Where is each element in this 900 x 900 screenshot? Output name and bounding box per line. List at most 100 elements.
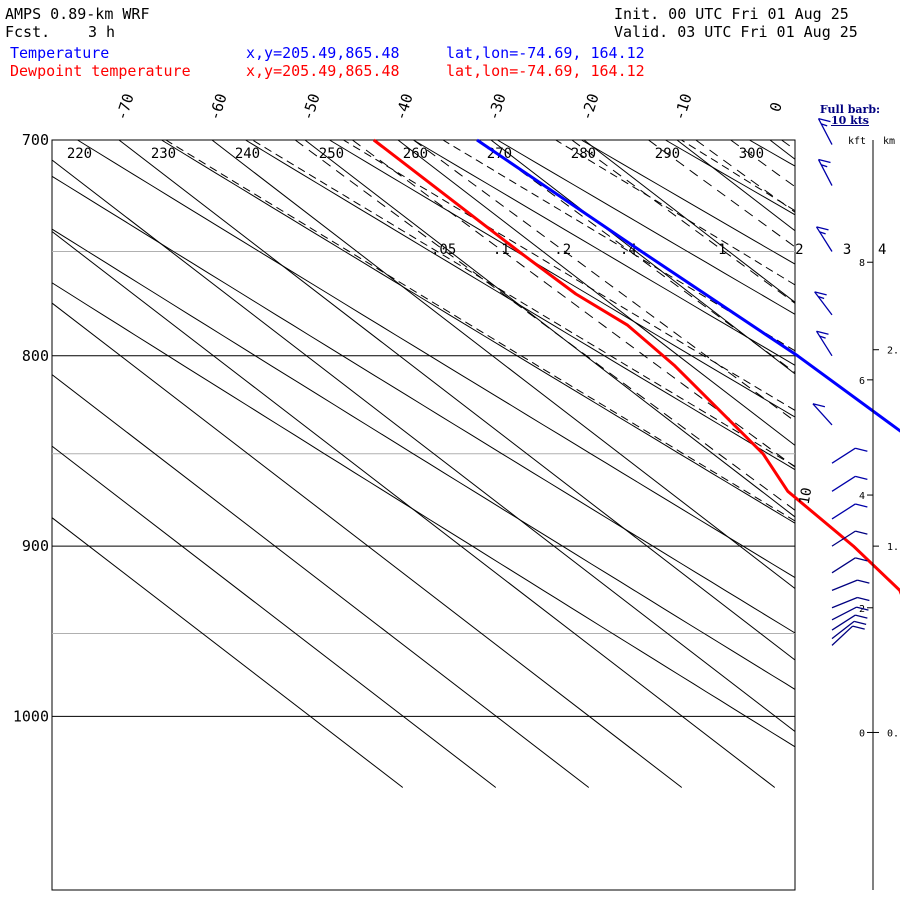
dry-adiabat-250	[329, 139, 796, 418]
mixing-ratio-label: .2	[554, 242, 571, 258]
km-tick-label: 2.	[887, 346, 899, 357]
moist-adiabat--40	[165, 139, 796, 522]
mixing-ratio-line-6	[781, 139, 796, 151]
potential-temperature-label: 250	[319, 146, 344, 162]
isotherm--110	[51, 374, 590, 788]
legend-temperature-latlon: lat,lon=-74.69, 164.12	[446, 44, 645, 62]
mixing-ratio-line-3	[695, 139, 796, 213]
temperature-profile-line	[476, 138, 900, 433]
potential-temperature-label: 230	[151, 146, 176, 162]
wind-barb-flag	[855, 530, 868, 535]
mixing-ratio-label: .4	[620, 242, 637, 258]
wind-barb-flag	[855, 557, 868, 562]
wind-barb-staff	[831, 620, 855, 640]
wind-barb-flag	[857, 579, 870, 584]
wind-barb-staff	[815, 226, 833, 252]
isotherm--120	[51, 445, 497, 788]
wind-barb-flag	[855, 503, 868, 508]
wind-barb-flag	[855, 475, 868, 480]
wind-barb-staff	[831, 557, 856, 574]
potential-temperature-label: 260	[403, 146, 428, 162]
wind-barb	[831, 557, 868, 574]
wind-barb	[831, 596, 870, 609]
isotherm--40	[397, 139, 796, 446]
potential-temperature-label: 300	[739, 146, 764, 162]
km-tick-label: 0.	[887, 728, 899, 739]
dry-adiabat-220	[77, 139, 796, 579]
init-time: Init. 00 UTC Fri 01 Aug 25	[614, 5, 849, 23]
kft-tick-label: 8	[859, 258, 865, 269]
wind-barb-staff	[831, 530, 856, 547]
moist-adiabat-0	[555, 139, 796, 286]
mixing-ratio-line-2	[648, 139, 796, 248]
isotherm--100	[51, 302, 683, 788]
model-title: AMPS 0.89-km WRF	[5, 5, 150, 23]
pressure-label-900: 900	[22, 537, 49, 555]
pressure-label-800: 800	[22, 347, 49, 365]
wind-barb-flag	[853, 620, 867, 626]
dry-adiabat-240	[245, 139, 796, 471]
mixing-ratio-line-4	[730, 139, 796, 188]
wind-barb	[812, 403, 833, 426]
barb-legend: Full barb: 10 kts	[815, 104, 885, 126]
dry-adiabat-190	[51, 282, 796, 748]
isotherm--50	[304, 139, 796, 518]
wind-barb	[831, 606, 869, 621]
wind-barb-half-flag	[819, 231, 826, 235]
legend-temperature-xy: x,y=205.49,865.48	[246, 44, 400, 62]
mixing-ratio-line-0.05	[294, 139, 796, 511]
wind-barb-half-flag	[820, 123, 828, 127]
kft-tick-label: 2	[859, 604, 865, 615]
potential-temperature-label: 220	[67, 146, 92, 162]
wind-barb	[817, 117, 833, 145]
barb-legend-line2: 10 kts	[830, 114, 870, 127]
wind-barb	[831, 625, 865, 646]
km-tick-label: 1.	[887, 542, 899, 553]
wind-barb	[831, 620, 867, 640]
height-unit-km: km	[883, 136, 895, 147]
pressure-label-700: 700	[22, 131, 49, 149]
wind-barb-flag	[818, 117, 831, 123]
wind-barb-half-flag	[819, 335, 826, 339]
dewpoint-profile-line	[372, 138, 900, 595]
wind-barb-flag	[816, 226, 829, 231]
mixing-ratio-label: 2	[795, 242, 803, 258]
moist-adiabat--30	[252, 139, 796, 467]
mixing-ratio-label: .1	[493, 242, 510, 258]
wind-barb	[815, 226, 833, 252]
wind-barb-flag	[855, 447, 868, 452]
wind-barb-half-flag	[817, 295, 825, 300]
wind-barb-flag	[857, 596, 870, 602]
wind-barb	[831, 447, 868, 464]
wind-barb-staff	[815, 330, 833, 357]
temperature-tick-label: -70	[112, 91, 137, 122]
wind-barb-flag	[818, 158, 831, 164]
pressure-label-1000: 1000	[13, 707, 49, 725]
temperature-tick-label: -50	[298, 91, 323, 122]
legend-temperature-name: Temperature	[10, 44, 110, 62]
plot-frame	[51, 139, 796, 891]
dry-adiabat-290	[665, 139, 796, 216]
wind-barb-staff	[814, 291, 833, 316]
valid-time: Valid. 03 UTC Fri 01 Aug 25	[614, 23, 858, 41]
wind-barb-staff	[817, 118, 833, 145]
temperature-tick-label: -60	[205, 91, 230, 122]
wind-barb-staff	[831, 606, 857, 621]
dry-adiabat-270	[497, 139, 796, 315]
temperature-tick-label: -10	[670, 91, 695, 122]
wind-barb	[831, 503, 868, 520]
wind-barb-staff	[831, 596, 858, 609]
dry-adiabat-280	[581, 139, 796, 265]
isotherm-0	[769, 139, 796, 160]
potential-temperature-label: 240	[235, 146, 260, 162]
kft-tick-label: 0	[859, 728, 865, 739]
mixing-ratio-line-0.4	[478, 139, 796, 373]
wind-barb	[831, 614, 868, 631]
wind-barb	[817, 158, 833, 186]
temperature-tick-label: -30	[484, 91, 509, 122]
wind-barb-flag	[816, 330, 829, 335]
moist-adiabat--10	[442, 139, 796, 352]
wind-barb-staff	[817, 159, 833, 186]
wind-barb-half-flag	[820, 164, 828, 168]
